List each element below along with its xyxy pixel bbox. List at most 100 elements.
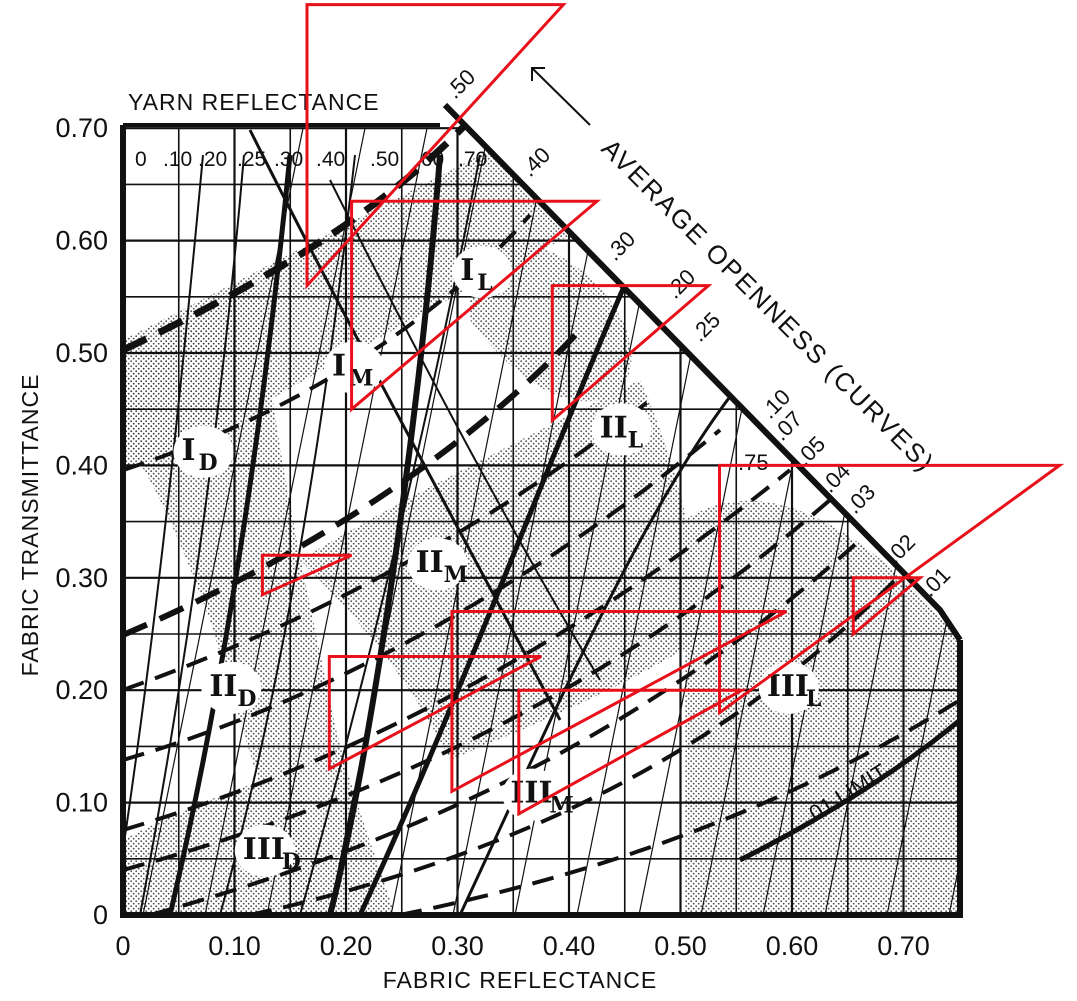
grid-line-diagonal xyxy=(204,128,366,915)
zone-label-halo xyxy=(234,824,295,877)
zone-label-halo xyxy=(173,425,234,478)
yarn-curve xyxy=(357,248,643,915)
openness-curve xyxy=(123,428,722,762)
yarn-reflectance-title: YARN REFLECTANCE xyxy=(128,89,380,115)
y-tick-label: 0.70 xyxy=(55,113,108,143)
x-tick-label: 0 xyxy=(115,931,130,961)
zone-label-halo xyxy=(324,341,384,394)
openness-curve xyxy=(149,538,862,915)
x-axis-ticks: 0 0.10 0.20 0.30 0.40 0.50 0.60 0.70 xyxy=(115,931,929,961)
annotation-triangles xyxy=(260,3,1065,817)
zone-roman: I xyxy=(181,433,195,468)
y-tick-label: 0.30 xyxy=(55,563,108,593)
zone-subscript: M xyxy=(444,562,468,588)
zone-roman: I xyxy=(460,253,474,288)
zone-subscript: D xyxy=(282,849,301,875)
x-tick-label: 0.40 xyxy=(543,931,596,961)
openness-arrow xyxy=(531,67,591,126)
chart-outline xyxy=(120,102,963,918)
zone-roman: II xyxy=(416,545,444,580)
openness-arrow-line xyxy=(531,67,591,126)
openness-label: .50 xyxy=(441,64,480,103)
x-tick-label: 0.50 xyxy=(654,931,707,961)
yarn-reflectance-curves xyxy=(123,129,762,915)
grid-line-diagonal xyxy=(886,128,960,915)
yarn-reflectance-label: .50 xyxy=(370,148,399,171)
y-axis-ticks: 0 0.10 0.20 0.30 0.40 0.50 0.60 0.70 xyxy=(55,113,108,930)
zone-label: II D xyxy=(201,661,262,714)
annotation-triangle xyxy=(550,284,713,424)
openness-label: .30 xyxy=(601,226,640,265)
zone-label-halo xyxy=(201,661,262,714)
openness-curve xyxy=(123,398,652,692)
y-tick-label: 0.10 xyxy=(55,788,108,818)
zone-roman: III xyxy=(243,832,285,867)
y-tick-label: 0.50 xyxy=(55,338,108,368)
yarn-reflectance-label: .60 xyxy=(415,148,444,171)
x-tick-label: 0.30 xyxy=(431,931,484,961)
shade-band-middle xyxy=(300,380,700,760)
grid-line-diagonal xyxy=(452,128,614,915)
openness-label: .02 xyxy=(881,529,920,568)
annotation-triangle xyxy=(851,576,925,638)
yarn-curve xyxy=(219,154,356,915)
zone-roman: II xyxy=(600,410,628,445)
zone-label-halo xyxy=(591,403,652,456)
zone-subscript: L xyxy=(628,427,643,453)
yarn-reflectance-label: 0 xyxy=(135,148,147,171)
limit-curve xyxy=(738,718,962,863)
yarn-reflectance-label: .25 xyxy=(237,148,266,171)
yarn-reflectance-label: .70 xyxy=(458,148,487,171)
shade-band-right xyxy=(685,500,960,915)
yarn-curve xyxy=(167,154,293,915)
annotation-triangle xyxy=(350,199,601,413)
yarn-curve xyxy=(329,179,601,681)
annotation-triangle xyxy=(450,610,788,794)
openness-arrow-head xyxy=(531,67,545,81)
zone-roman: II xyxy=(209,669,237,704)
zone-subscript: D xyxy=(198,450,217,476)
x-tick-label: 0.70 xyxy=(877,931,930,961)
outline-diagonal xyxy=(442,102,963,642)
yarn-reflectance-label: .40 xyxy=(316,148,345,171)
y-tick-label: 0.60 xyxy=(55,226,108,256)
y-tick-label: 0.40 xyxy=(55,450,108,480)
x-tick-label: 0.10 xyxy=(208,931,261,961)
zone-label: II L xyxy=(591,403,652,456)
zone-subscript: L xyxy=(477,270,492,296)
yarn-curve xyxy=(458,358,762,915)
zone-subscript: L xyxy=(806,686,821,712)
x-axis-title: FABRIC REFLECTANCE xyxy=(383,967,657,993)
yarn-curve xyxy=(248,129,562,721)
openness-curve xyxy=(399,698,960,915)
openness-curve xyxy=(123,327,583,638)
yarn-curve xyxy=(139,154,245,915)
yarn-reflectance-label: .30 xyxy=(274,148,303,171)
grid-line-diagonal xyxy=(142,128,304,915)
annotation-triangle xyxy=(327,655,542,772)
openness-label: .75 xyxy=(738,450,769,475)
zone-label: II M xyxy=(407,538,468,591)
y-tick-label: 0.20 xyxy=(55,675,108,705)
annotation-triangle xyxy=(305,3,567,290)
yarn-reflectance-label: .20 xyxy=(198,148,227,171)
zone-subscript: D xyxy=(237,686,256,712)
openness-curve xyxy=(123,468,792,832)
zone-roman: I xyxy=(332,348,346,383)
y-tick-label: 0 xyxy=(93,900,108,930)
yarn-reflectance-labels: 0 .10 .20 .25 .30 .40 .50 .60 .70 xyxy=(135,148,487,171)
annotation-triangle xyxy=(517,688,748,817)
openness-curve xyxy=(249,573,902,915)
outline-left-bottom xyxy=(120,125,963,918)
yarn-curve xyxy=(327,154,443,915)
zone-label-halo xyxy=(407,538,468,591)
y-axis-title: FABRIC TRANSMITTANCE xyxy=(17,374,43,677)
openness-label: .25 xyxy=(686,307,725,346)
